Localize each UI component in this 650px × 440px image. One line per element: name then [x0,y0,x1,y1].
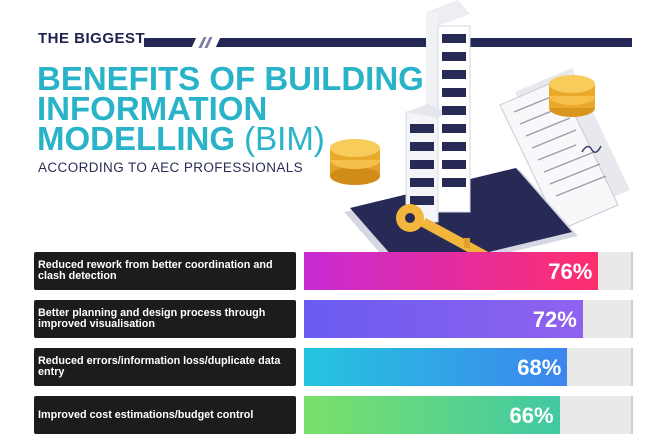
bar-label-3: Reduced errors/information loss/duplicat… [34,348,296,386]
bar-value-label-2: 72% [532,307,577,332]
title-line-2: INFORMATION [37,90,268,127]
bar-track-3: 68% [304,348,633,386]
bar-3: 68% [304,348,568,386]
bar-value-label-1: 76% [548,259,593,284]
bar-value-label-3: 68% [517,355,562,380]
bar-track-4: 66% [304,396,633,434]
coin-stack-right-icon [549,75,595,117]
bar-track-1: 76% [304,252,633,290]
building-icon [405,0,471,223]
title-line-3-bold: MODELLING [37,120,235,157]
title-line-3-light: (BIM) [234,120,325,157]
title-line-1: BENEFITS OF BUILDING [37,60,424,97]
key-icon [396,204,492,262]
document-icon [499,68,630,231]
bar-value-label-4: 66% [509,403,554,428]
bar-label-4: Improved cost estimations/budget control [34,396,296,434]
bar-4: 66% [304,396,560,434]
coin-stack-left-icon [330,139,380,185]
title-line-3: MODELLING (BIM) [37,122,325,156]
bar-2: 72% [304,300,583,338]
kicker-rule-slash [190,35,222,50]
bar-1: 76% [304,252,599,290]
subtitle: ACCORDING TO AEC PROFESSIONALS [38,160,304,175]
bar-track-2: 72% [304,300,633,338]
kicker-text: THE BIGGEST [38,30,146,47]
bim-illustration [330,0,630,262]
bar-label-1: Reduced rework from better coordination … [34,252,296,290]
bar-label-2: Better planning and design process throu… [34,300,296,338]
tablet-icon [344,168,578,262]
kicker-rule [144,38,632,47]
